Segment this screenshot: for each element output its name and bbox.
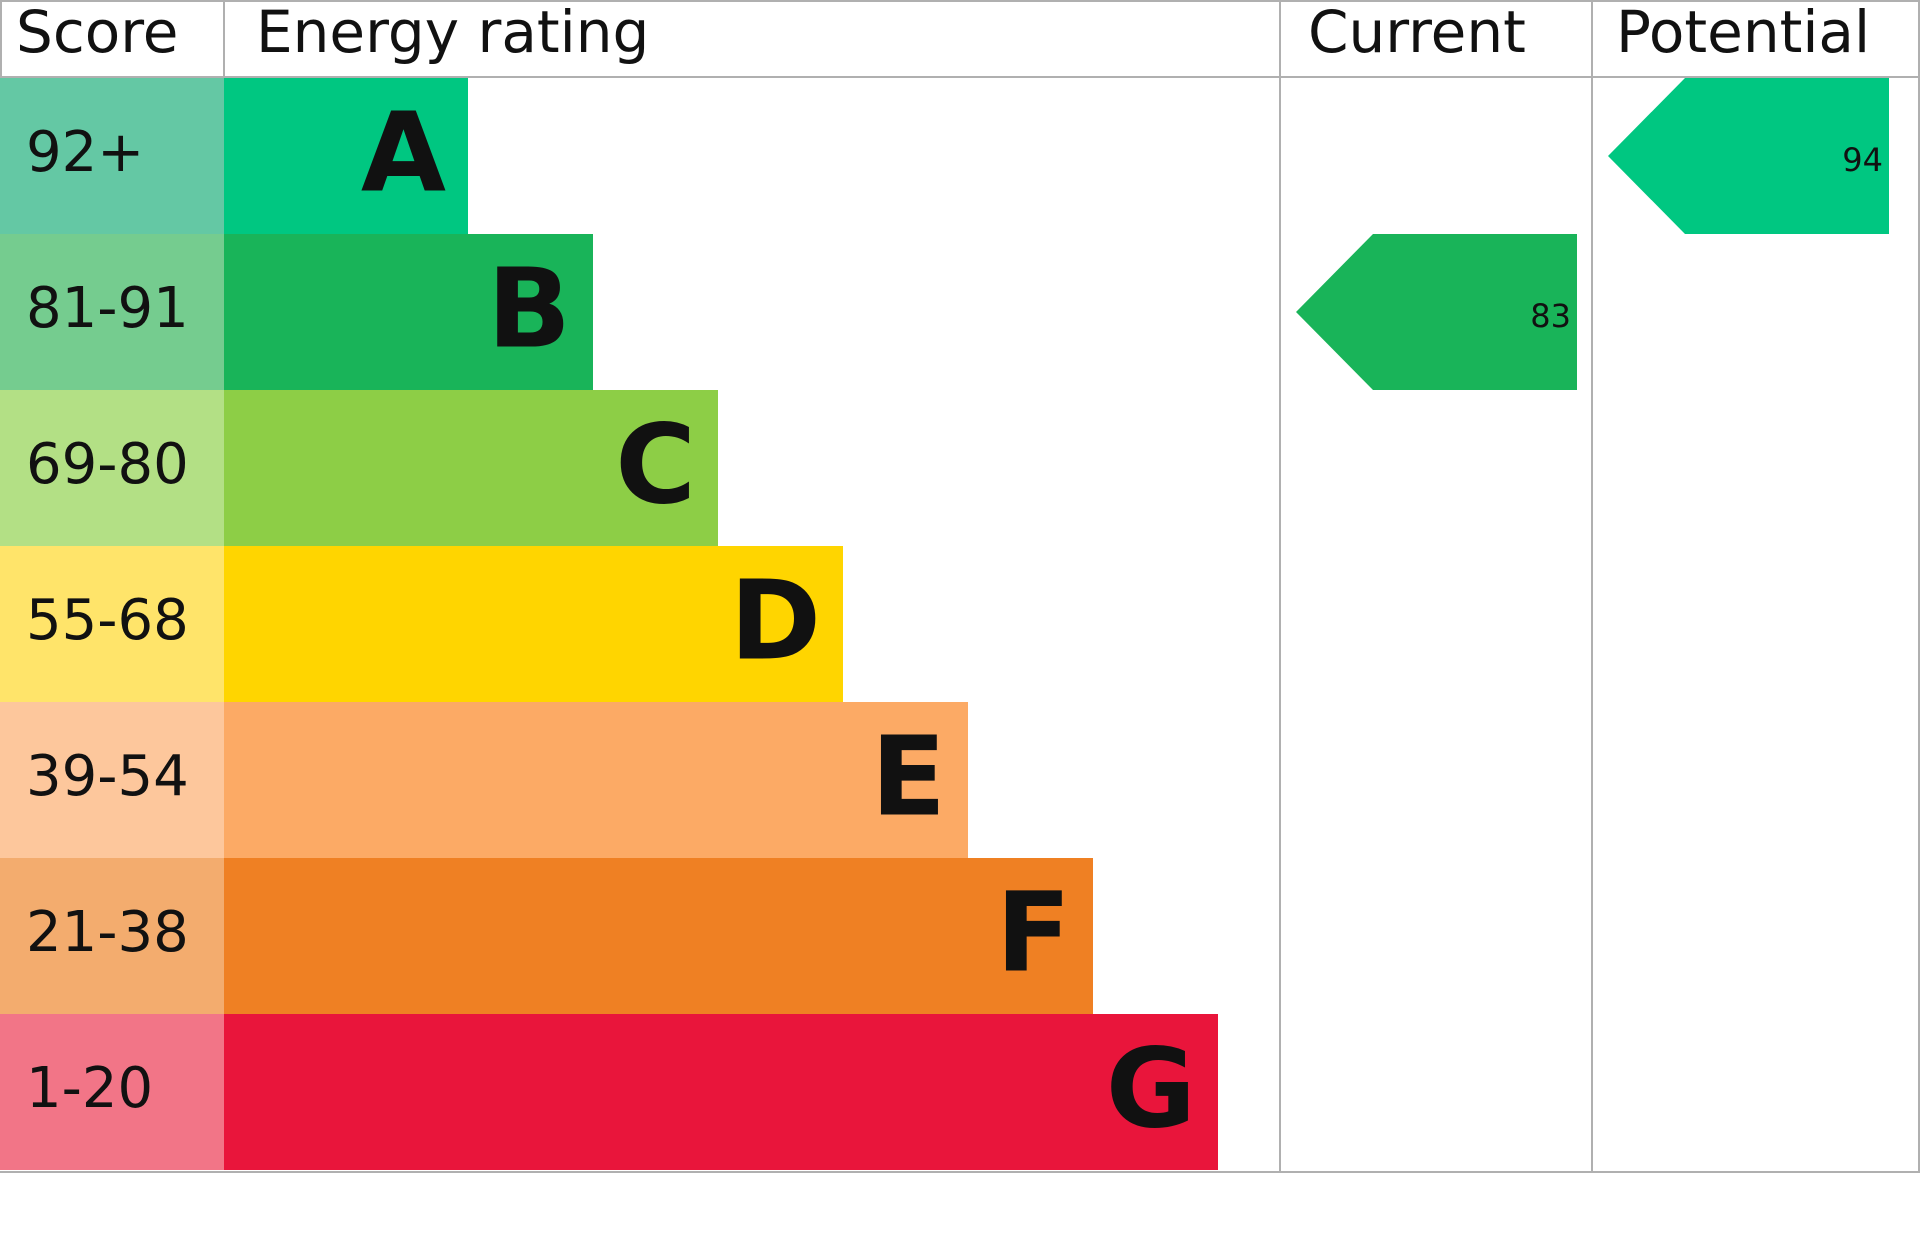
score-cell bbox=[0, 78, 224, 234]
rating-letter: E bbox=[871, 712, 946, 840]
rating-bar bbox=[224, 702, 968, 858]
current-value: 83 bbox=[1530, 297, 1571, 335]
score-cell bbox=[0, 546, 224, 702]
score-range: 21-38 bbox=[26, 900, 189, 965]
score-cell bbox=[0, 858, 224, 1014]
rating-bar bbox=[224, 390, 718, 546]
rating-bar bbox=[224, 858, 1093, 1014]
rating-letter: A bbox=[361, 88, 446, 216]
score-cell bbox=[0, 234, 224, 390]
rating-letter: C bbox=[615, 400, 696, 528]
potential-arrow bbox=[1608, 78, 1889, 234]
header-score: Score bbox=[16, 0, 178, 66]
rating-bar bbox=[224, 1014, 1218, 1170]
score-cell bbox=[0, 702, 224, 858]
potential-value: 94 bbox=[1842, 141, 1883, 179]
rating-bar bbox=[224, 546, 843, 702]
rating-letter: B bbox=[487, 244, 571, 372]
rating-letter: D bbox=[730, 556, 821, 684]
score-range: 69-80 bbox=[26, 432, 189, 497]
rating-letter: F bbox=[996, 868, 1071, 996]
rating-bar bbox=[224, 234, 593, 390]
header-rating: Energy rating bbox=[256, 0, 649, 66]
score-range: 1-20 bbox=[26, 1056, 153, 1121]
current-arrow bbox=[1296, 234, 1577, 390]
rating-letter: G bbox=[1106, 1024, 1196, 1152]
score-range: 39-54 bbox=[26, 744, 189, 809]
score-range: 55-68 bbox=[26, 588, 189, 653]
header-potential: Potential bbox=[1616, 0, 1870, 66]
score-range: 92+ bbox=[26, 120, 144, 185]
score-cell bbox=[0, 1014, 224, 1170]
rating-bar bbox=[224, 78, 468, 234]
score-range: 81-91 bbox=[26, 276, 189, 341]
header-current: Current bbox=[1308, 0, 1526, 66]
score-cell bbox=[0, 390, 224, 546]
